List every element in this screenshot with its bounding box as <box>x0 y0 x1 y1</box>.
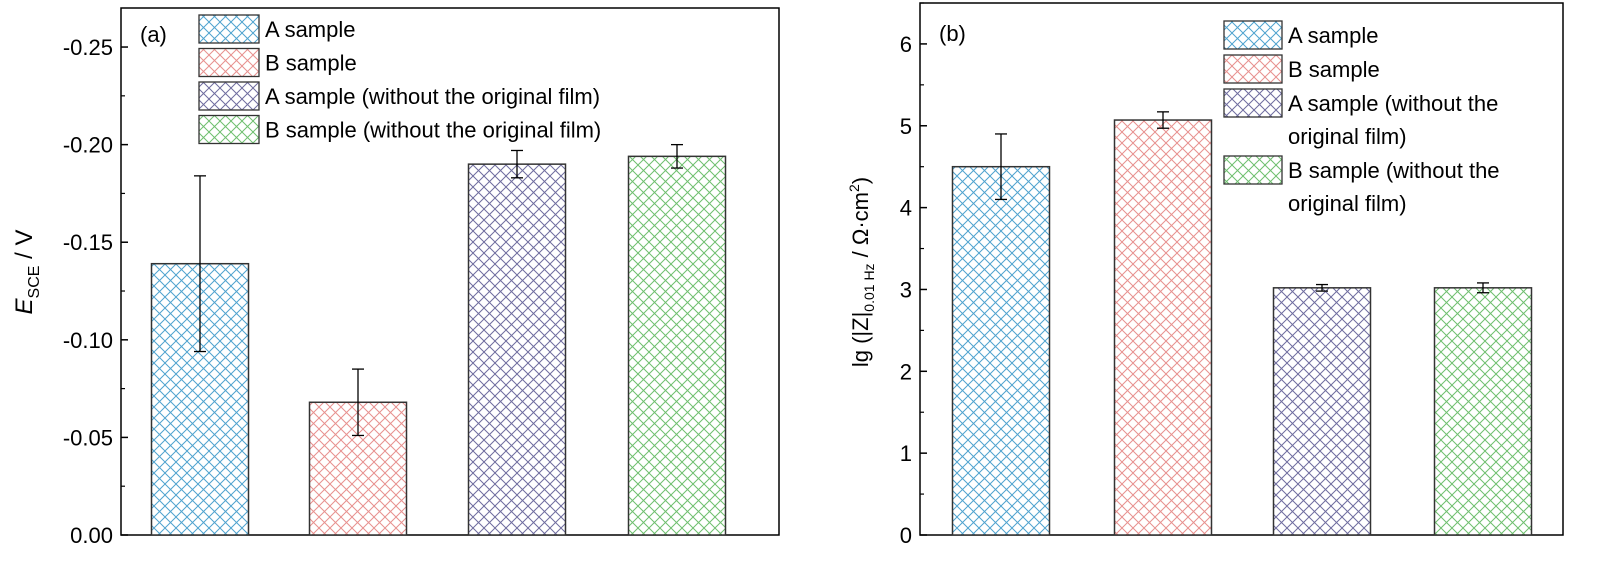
error-bar-1 <box>194 175 206 353</box>
y-axis-label-b: lg (|Z|0.01 Hz / Ω·cm2) <box>846 177 877 367</box>
legend-swatch <box>1223 20 1283 50</box>
panel-label-a: (a) <box>140 22 167 47</box>
plot-frame-b <box>919 2 1564 536</box>
legend-label: A sample (without the <box>1288 91 1498 116</box>
legend-label: original film) <box>1288 191 1407 216</box>
legend-label: A sample (without the original film) <box>265 84 600 109</box>
error-bar-4 <box>1477 282 1489 294</box>
y-tick-label: 0.00 <box>70 523 113 548</box>
legend-item-1: A sample <box>1223 20 1379 50</box>
y-tick-label: 1 <box>900 441 912 466</box>
y-tick-label: 4 <box>900 196 912 221</box>
y-tick-label: -0.05 <box>63 425 113 450</box>
y-tick-label: 0 <box>900 523 912 548</box>
legend-item-3: A sample (without the original film) <box>198 81 600 111</box>
chart-panel-b: (b) 0 1 2 3 4 5 6 A sample B sample A sample (wi… <box>846 2 1564 548</box>
plot-frame-a <box>120 7 780 536</box>
bars-a <box>150 143 727 536</box>
legend-item-4: B sample (without the original film) <box>1223 155 1500 216</box>
legend-label: B sample <box>265 51 357 76</box>
chart-panel-a: (a) 0.00 -0.05 -0.10 -0.15 -0.20 -0.25 A samp… <box>11 7 780 548</box>
legend-item-1: A sample <box>198 14 356 44</box>
bar-1 <box>951 165 1051 536</box>
bar-2 <box>1113 119 1213 536</box>
error-bar-2 <box>1157 111 1169 129</box>
y-tick-label: 5 <box>900 114 912 139</box>
y-axis-b: 0 1 2 3 4 5 6 <box>900 2 927 548</box>
bars-b <box>951 111 1533 536</box>
error-bar-3 <box>1316 283 1328 292</box>
legend-a: A sample B sample A sample (without the or… <box>198 14 601 145</box>
legend-label: A sample <box>265 17 356 42</box>
legend-swatch <box>1223 88 1283 118</box>
legend-swatch <box>198 81 260 111</box>
bar-3 <box>1272 287 1372 536</box>
panel-label-b: (b) <box>939 21 966 46</box>
bar-4 <box>1433 287 1533 536</box>
legend-label: original film) <box>1288 124 1407 149</box>
legend-swatch <box>1223 54 1283 84</box>
legend-item-2: B sample <box>198 47 357 78</box>
y-tick-label: -0.15 <box>63 230 113 255</box>
legend-swatch <box>1223 155 1283 185</box>
y-tick-label: 2 <box>900 359 912 384</box>
y-axis-label-a: ESCE / V <box>11 230 43 315</box>
legend-item-3: A sample (without the original film) <box>1223 88 1498 149</box>
error-bar-1 <box>995 133 1007 201</box>
legend-item-2: B sample <box>1223 54 1380 84</box>
y-tick-label: 6 <box>900 32 912 57</box>
y-axis-a: 0.00 -0.05 -0.10 -0.15 -0.20 -0.25 <box>63 35 128 548</box>
bar-3 <box>467 163 567 536</box>
error-bar-3 <box>511 149 523 179</box>
legend-swatch <box>198 47 260 78</box>
legend-label: A sample <box>1288 23 1379 48</box>
legend-item-4: B sample (without the original film) <box>198 114 601 145</box>
error-bar-4 <box>671 143 683 169</box>
y-tick-label: -0.25 <box>63 35 113 60</box>
legend-swatch <box>198 114 260 145</box>
y-tick-label: -0.10 <box>63 328 113 353</box>
legend-label: B sample <box>1288 57 1380 82</box>
legend-label: B sample (without the <box>1288 158 1500 183</box>
legend-b: A sample B sample A sample (without the ori… <box>1223 20 1500 216</box>
y-tick-label: 3 <box>900 277 912 302</box>
error-bar-2 <box>352 368 364 437</box>
y-tick-label: -0.20 <box>63 133 113 158</box>
legend-swatch <box>198 14 260 44</box>
legend-label: B sample (without the original film) <box>265 118 601 143</box>
bar-4 <box>627 155 727 536</box>
